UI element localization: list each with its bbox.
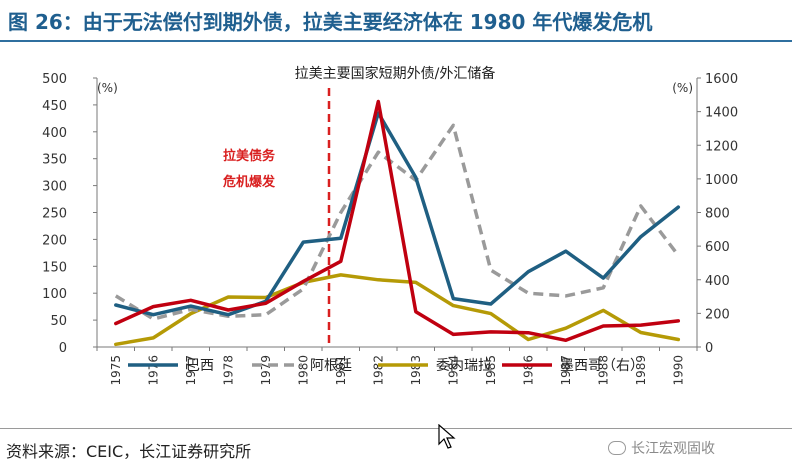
series-line-4 [114,99,681,343]
figure-title: 图 26：由于无法偿付到期外债，拉美主要经济体在 1980 年代爆发危机 [8,10,653,34]
series-line-2 [114,123,680,321]
report-header: 图 26：由于无法偿付到期外债，拉美主要经济体在 1980 年代爆发危机 [0,0,792,42]
x-tick-label: 1975 [109,355,123,386]
right-tick-label: 400 [705,274,730,289]
x-tick-label: 1978 [221,355,235,386]
x-tick-label: 1976 [146,355,160,386]
x-tick-label: 1988 [596,355,610,386]
right-tick-label: 1000 [705,173,738,188]
left-tick-label: 0 [59,341,67,356]
legend-label: 墨西哥（右） [560,358,644,374]
crisis-annotation-text: 危机爆发 [223,174,276,190]
left-tick-label: 100 [42,287,67,302]
mouse-cursor-icon [438,424,456,449]
left-tick-label: 500 [42,72,67,87]
right-tick-label: 0 [705,341,713,356]
x-tick-label: 1987 [559,355,573,386]
chart-title: 拉美主要国家短期外债/外汇储备 [295,65,496,82]
legend-label: 巴西 [186,358,214,374]
x-tick-label: 1984 [446,355,460,386]
footer-divider [0,428,792,429]
left-tick-label: 350 [42,153,67,168]
legend-label: 阿根廷 [310,358,352,374]
right-tick-label: 200 [705,307,730,322]
right-axis-unit: (%) [672,81,693,95]
left-tick-label: 50 [50,314,67,329]
x-tick-label: 1990 [671,355,685,386]
crisis-annotation-text: 拉美债务 [223,148,276,164]
x-tick-label: 1989 [634,355,648,386]
right-tick-label: 800 [705,207,730,222]
x-tick-label: 1977 [184,355,198,386]
left-tick-label: 300 [42,180,67,195]
legend-label: 委内瑞拉 [436,358,492,374]
x-tick-label: 1979 [259,355,273,386]
x-tick-label: 1986 [521,355,535,386]
watermark: 长江宏观固收 [608,438,715,458]
wechat-icon [608,441,626,455]
right-tick-label: 1200 [705,139,738,154]
x-tick-label: 1980 [296,355,310,386]
left-tick-label: 200 [42,233,67,248]
left-tick-label: 150 [42,260,67,275]
left-tick-label: 250 [42,207,67,222]
right-tick-label: 1400 [705,106,738,121]
left-axis-unit: (%) [97,81,118,95]
x-tick-label: 1981 [334,355,348,386]
source-note: 资料来源：CEIC，长江证券研究所 [6,442,252,461]
x-tick-label: 1985 [484,355,498,386]
left-tick-label: 450 [42,99,67,114]
x-tick-label: 1982 [371,355,385,386]
chart: 拉美主要国家短期外债/外汇储备 0 50 100 150 200 250 300 350 400 4… [42,65,738,386]
header-divider [0,40,792,42]
series-line-1 [114,111,681,317]
x-tick-label: 1983 [409,355,423,386]
left-tick-label: 400 [42,126,67,141]
right-tick-label: 600 [705,240,730,255]
watermark-text: 长江宏观固收 [631,441,715,457]
right-tick-label: 1600 [705,72,738,87]
